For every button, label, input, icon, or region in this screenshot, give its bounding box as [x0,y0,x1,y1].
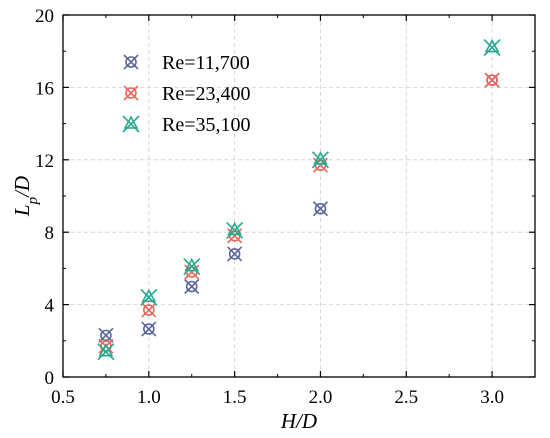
data-point-series-2 [141,302,157,318]
legend: Re=11,700 Re=23,400 Re=35,100 [122,52,251,136]
data-point-series-1 [312,201,329,217]
grid [63,15,535,377]
data-point-series-1 [227,246,243,262]
y-axis-title: Lp/D [10,176,41,217]
y-tick-label: 0 [45,368,55,389]
legend-label-series-3: Re=35,100 [162,114,251,136]
x-axis-title: H/D [280,409,317,433]
data-points [97,38,501,361]
y-tick-label: 4 [45,296,55,317]
x-tick-label: 3.0 [480,387,504,408]
data-point-series-3 [183,257,201,276]
y-tick-label: 20 [35,6,54,27]
data-point-series-3 [483,38,501,57]
data-point-series-3 [97,342,115,361]
x-tick-label: 1.0 [137,387,161,408]
legend-marker-series-1 [123,54,139,70]
axis-ticks [62,14,535,378]
data-point-series-3 [140,288,158,306]
y-tick-label: 12 [35,151,54,172]
data-point-series-3 [311,151,330,169]
legend-marker-series-3 [122,115,140,133]
data-point-series-1 [98,327,114,343]
x-tick-label: 1.5 [223,387,247,408]
tick-labels: 0.5 1.0 1.5 2.0 2.5 3.0 0 4 8 12 16 20 [35,6,504,408]
legend-label-series-2: Re=23,400 [162,83,251,105]
x-tick-label: 2.0 [309,387,333,408]
legend-marker-series-2 [123,85,139,101]
plot-frame [62,14,536,378]
data-point-series-1 [141,321,157,337]
y-tick-label: 8 [45,223,55,244]
x-tick-label: 0.5 [51,387,75,408]
data-point-series-3 [226,221,244,239]
data-point-series-2 [484,72,500,88]
data-point-series-1 [184,278,200,295]
x-tick-label: 2.5 [394,387,418,408]
legend-label-series-1: Re=11,700 [162,52,250,74]
y-tick-label: 16 [35,78,54,99]
